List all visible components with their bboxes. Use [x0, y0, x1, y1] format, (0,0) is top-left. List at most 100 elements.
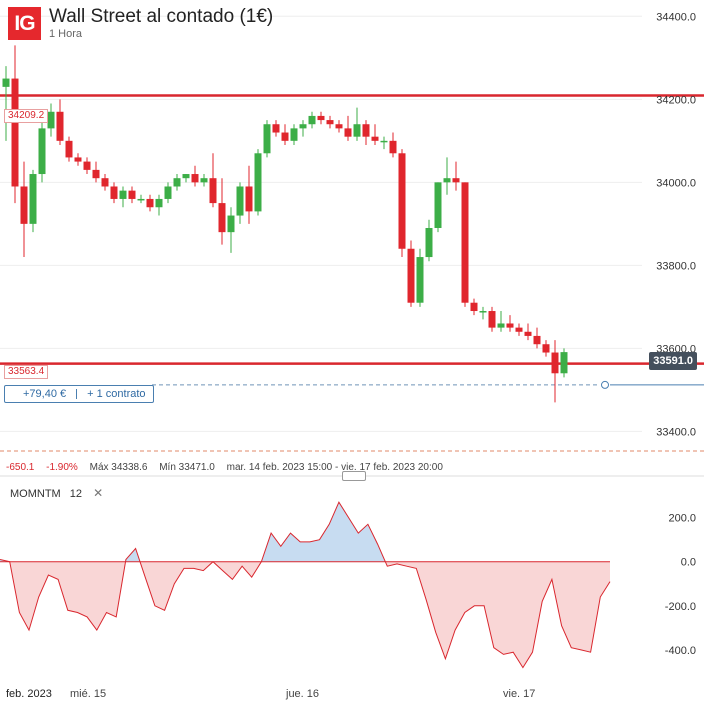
candle-body [452, 178, 460, 183]
candle-body [38, 128, 46, 175]
candle-body [92, 169, 100, 179]
candle-body [146, 198, 154, 208]
candle-body [182, 174, 190, 179]
candle-body [326, 120, 334, 125]
momentum-tick-label: -400.0 [665, 645, 696, 657]
candle-body [389, 140, 397, 154]
position-marker [601, 380, 609, 389]
price-tick-label: 33800.0 [656, 260, 696, 272]
candle-body [227, 215, 235, 233]
instrument-title: Wall Street al contado (1€) [49, 6, 274, 27]
position-contracts: + 1 contrato [87, 388, 146, 400]
momentum-tick-label: 200.0 [668, 513, 696, 525]
time-tick-label: jue. 16 [285, 688, 319, 700]
timeframe-label[interactable]: 1 Hora [49, 28, 83, 40]
candle-body [416, 257, 424, 303]
candle-body [317, 115, 325, 121]
price-axis: 33400.033600.033800.034000.034200.034400… [656, 11, 696, 438]
candle-body [425, 228, 433, 258]
candle-body [353, 124, 361, 137]
momentum-area-negative [0, 561, 610, 668]
time-tick-label: mié. 15 [70, 688, 106, 700]
candle-body [524, 331, 532, 336]
candle-body [128, 190, 136, 199]
price-tick-label: 34000.0 [656, 177, 696, 189]
candle-body [461, 182, 469, 303]
change-value: -650.1 [6, 462, 35, 473]
resistance-line-label[interactable]: 34209.2 [4, 109, 49, 123]
candle-body [362, 124, 370, 137]
close-indicator-icon[interactable]: ✕ [93, 486, 104, 500]
max-value: Máx 34338.6 [89, 462, 148, 473]
position-pnl: +79,40 € [5, 389, 78, 400]
candle-body [272, 124, 280, 133]
indicator-name: MOMNTM [10, 488, 61, 500]
candle-body [137, 198, 145, 201]
support-line-label[interactable]: 33563.4 [4, 365, 49, 379]
candle-body [263, 124, 271, 154]
candle-body [29, 174, 37, 224]
candle-body [344, 128, 352, 137]
candle-body [119, 190, 127, 199]
stats-bar: -650.1 -1.90% Máx 34338.6 Mín 33471.0 ma… [6, 462, 452, 473]
change-percent: -1.90% [46, 462, 78, 473]
panel-resize-handle[interactable] [342, 471, 366, 481]
candle-body [551, 352, 559, 374]
ig-logo: IG [8, 7, 41, 40]
candle-body [11, 78, 19, 187]
candle-body [506, 323, 514, 328]
indicator-period: 12 [69, 488, 83, 500]
momentum-axis: -400.0 -200.0 0.0 200.0 [665, 513, 696, 657]
candle-body [200, 178, 208, 183]
candle-body [20, 186, 28, 224]
candle-body [65, 140, 73, 158]
candle-body [335, 124, 343, 129]
date-range: mar. 14 feb. 2023 15:00 - vie. 17 feb. 2… [226, 462, 443, 473]
candle-body [2, 78, 10, 87]
candle-body [515, 327, 523, 332]
position-tag[interactable]: +79,40 € + 1 contrato [4, 385, 154, 403]
price-tick-label: 34400.0 [656, 11, 696, 23]
candle-body [488, 311, 496, 328]
candle-body [110, 186, 118, 199]
candle-body [443, 178, 451, 183]
candle-body [560, 352, 568, 374]
candle-body [398, 153, 406, 249]
candle-body [47, 111, 55, 129]
candle-body [101, 178, 109, 187]
time-tick-label: feb. 2023 [6, 688, 52, 700]
momentum-area-positive [0, 502, 386, 562]
indicator-title: MOMNTM 12 ✕ [10, 486, 103, 500]
price-grid [0, 15, 642, 432]
candle-body [308, 115, 316, 125]
candle-body [155, 198, 163, 208]
candle-body [254, 153, 262, 212]
min-value: Mín 33471.0 [159, 462, 215, 473]
candle-body [56, 111, 64, 141]
candle-body [497, 323, 505, 328]
candle-body [470, 302, 478, 312]
candle-body [173, 178, 181, 187]
price-levels [0, 94, 704, 452]
candle-body [407, 248, 415, 303]
momentum-series [0, 501, 611, 669]
candle-body [218, 203, 226, 233]
candle-body [164, 186, 172, 199]
candle-body [479, 311, 487, 313]
candle-body [290, 128, 298, 141]
momentum-tick-label: 0.0 [681, 557, 696, 569]
candle-body [191, 174, 199, 183]
candle-body [209, 178, 217, 204]
candle-body [83, 161, 91, 170]
momentum-line [0, 501, 611, 669]
candle-body [281, 132, 289, 141]
candle-body [533, 335, 541, 345]
price-tick-label: 33400.0 [656, 426, 696, 438]
momentum-tick-label: -200.0 [665, 601, 696, 613]
candlestick-series [2, 45, 568, 403]
candle-body [299, 124, 307, 129]
time-tick-label: vie. 17 [503, 688, 535, 700]
candle-body [380, 140, 388, 143]
candle-body [74, 157, 82, 162]
